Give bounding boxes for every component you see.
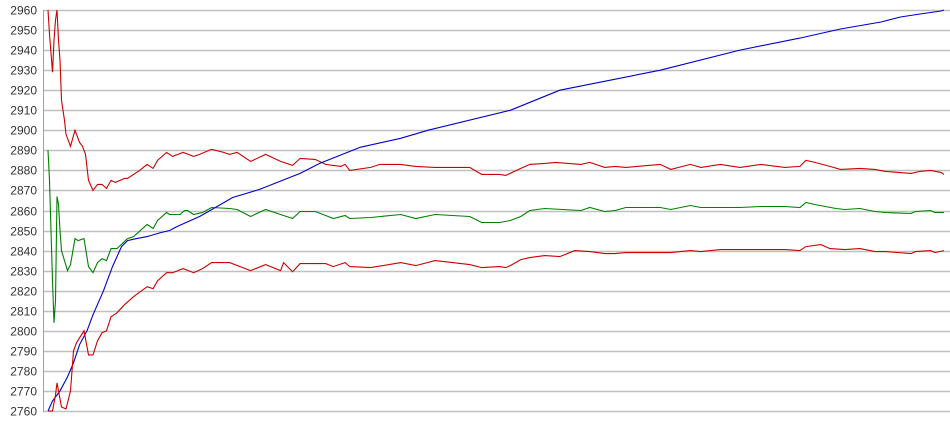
y-tick-label: 2960 <box>10 4 37 18</box>
y-tick-label: 2880 <box>10 164 37 178</box>
y-tick-label: 2930 <box>10 64 37 78</box>
y-tick-label: 2920 <box>10 84 37 98</box>
y-tick-label: 2840 <box>10 245 37 259</box>
y-tick-label: 2810 <box>10 305 37 319</box>
y-tick-label: 2900 <box>10 124 37 138</box>
gridlines <box>43 9 950 413</box>
y-tick-label: 2770 <box>10 385 37 399</box>
y-axis-tick-labels: 2760 2770 2780 2790 2800 2810 2820 2830 2840 2850… <box>10 4 37 419</box>
series-line-3 <box>47 9 945 412</box>
series-lines <box>47 9 945 412</box>
y-tick-label: 2890 <box>10 144 37 158</box>
y-tick-label: 2940 <box>10 44 37 58</box>
y-tick-label: 2870 <box>10 184 37 198</box>
y-tick-label: 2790 <box>10 345 37 359</box>
y-tick-label: 2950 <box>10 24 37 38</box>
y-tick-label: 2820 <box>10 285 37 299</box>
series-line-2 <box>47 150 944 323</box>
series-line-1 <box>47 9 945 192</box>
series-line-4 <box>48 244 945 412</box>
y-tick-label: 2800 <box>10 325 37 339</box>
y-tick-label: 2910 <box>10 104 37 118</box>
y-tick-label: 2830 <box>10 265 37 279</box>
y-tick-label: 2780 <box>10 365 37 379</box>
y-tick-label: 2850 <box>10 225 37 239</box>
y-tick-label: 2760 <box>10 405 37 419</box>
y-tick-label: 2860 <box>10 205 37 219</box>
